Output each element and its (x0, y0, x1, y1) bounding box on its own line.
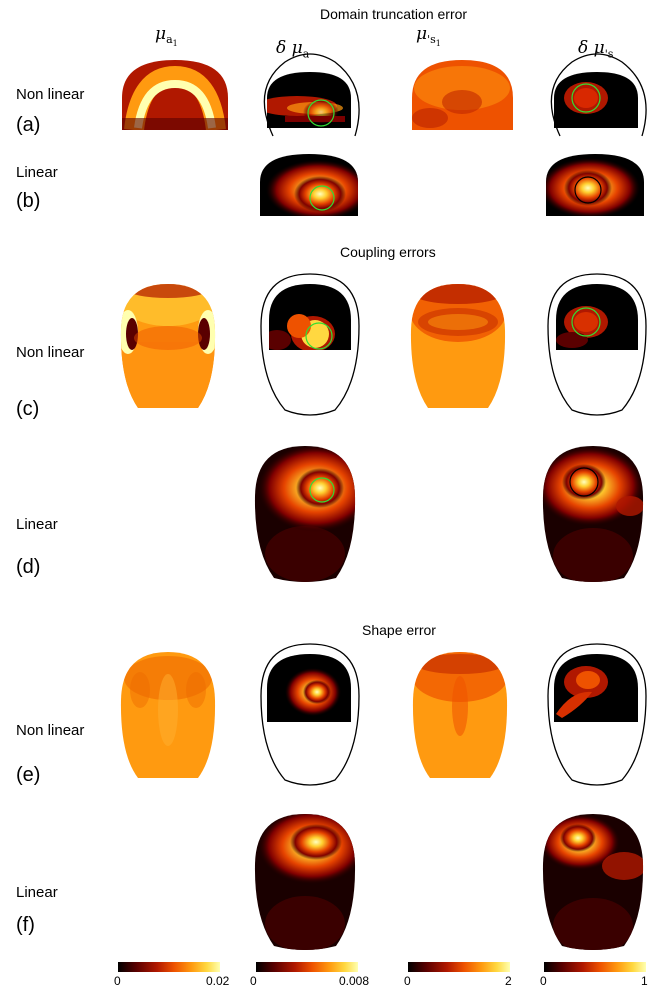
row-label-c-id: (c) (16, 398, 40, 420)
map-a-delta-mu-s (550, 53, 647, 137)
colorbar-delta-mu-s-min: 0 (540, 974, 547, 988)
map-f-delta-mu-a (254, 814, 356, 950)
row-label-a-type: Non linear (16, 86, 85, 103)
row-label-e-id: (e) (16, 764, 41, 786)
row-label-d-id: (d) (16, 556, 41, 578)
section-title-coupling: Coupling errors (340, 244, 436, 260)
row-label-b-id: (b) (16, 190, 41, 212)
colorbar-mu-a (118, 962, 220, 972)
row-label-a-id: (a) (16, 114, 41, 136)
colorbar-delta-mu-a (256, 962, 358, 972)
colorbar-delta-mu-a-min: 0 (250, 974, 257, 988)
column-header-mu-a: μa1 (155, 24, 178, 49)
map-a-mu-s (412, 60, 513, 130)
colorbar-mu-s-min: 0 (404, 974, 411, 988)
map-e-delta-mu-a (260, 643, 360, 786)
row-label-d-type: Linear (16, 516, 58, 533)
map-d-delta-mu-s (542, 446, 644, 582)
row-label-b-type: Linear (16, 164, 58, 181)
row-label-f-id: (f) (16, 914, 35, 936)
colorbar-mu-s-max: 2 (505, 974, 512, 988)
map-e-mu-a (120, 652, 216, 778)
map-c-mu-s (410, 284, 506, 408)
map-e-delta-mu-s (547, 643, 647, 786)
row-label-c-type: Non linear (16, 344, 85, 361)
map-b-delta-mu-a (260, 154, 358, 216)
colorbar-mu-a-max: 0.02 (206, 974, 230, 988)
colorbar-mu-s (408, 962, 510, 972)
colorbar-delta-mu-a-max: 0.008 (339, 974, 370, 988)
colorbar-delta-mu-s-max: 1 (641, 974, 648, 988)
map-b-delta-mu-s (546, 154, 644, 216)
map-c-delta-mu-a (260, 273, 360, 416)
row-label-f-type: Linear (16, 884, 58, 901)
map-c-delta-mu-s (547, 273, 647, 416)
column-header-delta-mu-s: δ μ's (578, 38, 614, 61)
section-title-shape: Shape error (362, 622, 436, 638)
map-a-delta-mu-a (263, 53, 360, 137)
map-e-mu-s (412, 652, 508, 778)
map-c-mu-a (120, 284, 216, 408)
map-d-delta-mu-a (254, 446, 356, 582)
map-f-delta-mu-s (542, 814, 644, 950)
section-title-domain-truncation: Domain truncation error (320, 6, 468, 22)
column-header-mu-s: μ's1 (416, 24, 441, 49)
colorbar-mu-a-min: 0 (114, 974, 121, 988)
colorbar-delta-mu-s (544, 962, 646, 972)
map-a-mu-a (122, 60, 228, 130)
row-label-e-type: Non linear (16, 722, 85, 739)
